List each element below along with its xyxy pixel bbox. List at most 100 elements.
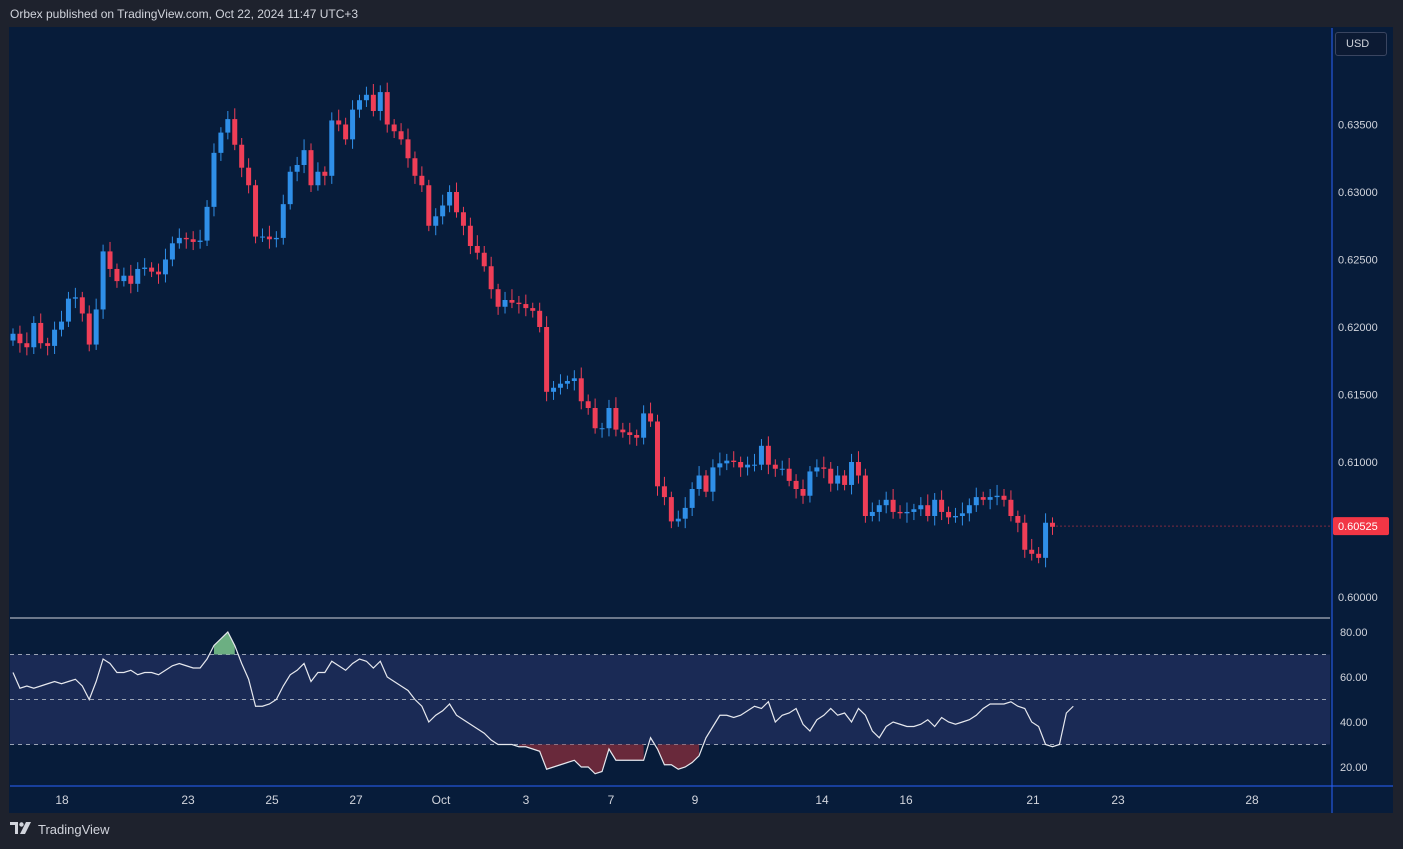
- rsi-line: [12, 631, 1074, 775]
- candle-body: [474, 246, 480, 253]
- candle-body: [564, 381, 570, 384]
- candle-body: [973, 497, 979, 506]
- candle-body: [835, 475, 841, 484]
- candle-body: [135, 268, 141, 284]
- candle-body: [121, 275, 127, 282]
- time-tick-label: 18: [55, 793, 69, 807]
- candle-body: [537, 310, 543, 327]
- candle-body: [890, 499, 896, 512]
- candle-body: [1036, 553, 1042, 558]
- candle-body: [259, 236, 265, 238]
- price-tick-label: 0.61500: [1338, 390, 1378, 402]
- candle-body: [384, 92, 390, 125]
- candle-body: [745, 464, 751, 468]
- candle-body: [149, 267, 155, 272]
- candle-body: [869, 511, 875, 516]
- candle-body: [239, 144, 245, 168]
- candle-body: [544, 327, 550, 392]
- candle-body: [821, 467, 827, 469]
- candle-body: [204, 206, 210, 241]
- candle-body: [779, 468, 785, 470]
- time-tick-label: 21: [1026, 793, 1040, 807]
- candle-body: [100, 251, 106, 310]
- candle-body: [627, 432, 633, 435]
- candle-body: [1029, 549, 1035, 554]
- candle-body: [426, 185, 432, 226]
- candle-body: [183, 237, 189, 240]
- candle-body: [419, 175, 425, 186]
- candle-body: [329, 120, 335, 176]
- currency-selector[interactable]: USD: [1335, 32, 1387, 56]
- candle-body: [897, 511, 903, 514]
- candle-body: [571, 378, 577, 381]
- candle-body: [1008, 499, 1014, 516]
- candle-body: [682, 507, 688, 519]
- candle-body: [904, 511, 910, 514]
- candle-body: [592, 408, 598, 429]
- candle-body: [322, 171, 328, 176]
- candle-body: [946, 511, 952, 518]
- time-tick-label: 16: [899, 793, 913, 807]
- candle-body: [405, 139, 411, 159]
- candle-body: [128, 275, 134, 284]
- candle-body: [467, 225, 473, 246]
- candle-body: [65, 298, 71, 322]
- time-tick-label: 23: [1111, 793, 1125, 807]
- footer: TradingView: [10, 822, 110, 837]
- candle-body: [814, 467, 820, 472]
- time-tick-label: 3: [523, 793, 530, 807]
- time-tick-label: 27: [349, 793, 363, 807]
- candle-body: [959, 513, 965, 516]
- candle-body: [738, 462, 744, 468]
- candle-body: [162, 259, 168, 275]
- candle-body: [855, 462, 861, 476]
- candle-body: [828, 468, 834, 484]
- candle-body: [59, 321, 65, 330]
- candle-body: [530, 308, 536, 311]
- candle-body: [648, 413, 654, 422]
- candle-body: [807, 471, 813, 496]
- price-tick-label: 0.61000: [1338, 457, 1378, 469]
- candle-body: [668, 497, 674, 522]
- candle-body: [717, 463, 723, 468]
- candle-body: [599, 428, 605, 430]
- candle-body: [1050, 522, 1055, 527]
- rsi-tick-label: 40.00: [1340, 717, 1368, 729]
- candle-body: [980, 497, 986, 500]
- candle-body: [52, 329, 58, 346]
- candle-body: [412, 158, 418, 176]
- candle-body: [93, 309, 99, 345]
- candle-body: [72, 297, 78, 299]
- candle-body: [932, 499, 938, 516]
- candle-body: [793, 480, 799, 489]
- candle-body: [169, 243, 175, 260]
- rsi-oversold-fill: [657, 744, 700, 770]
- candle-body: [689, 489, 695, 508]
- rsi-tick-label: 60.00: [1340, 672, 1368, 684]
- candle-body: [862, 475, 868, 516]
- candle-body: [675, 518, 681, 522]
- candle-body: [800, 489, 806, 496]
- rsi-oversold-fill: [518, 744, 644, 774]
- candle-body: [918, 505, 924, 510]
- candle-body: [772, 464, 778, 469]
- candle-body: [17, 333, 23, 344]
- candle-body: [925, 505, 931, 516]
- rsi-overbought-fill: [213, 632, 235, 655]
- candle-body: [225, 119, 231, 133]
- candle-body: [613, 408, 619, 430]
- candle-body: [710, 467, 716, 492]
- candle-body: [273, 237, 279, 240]
- candle-body: [433, 216, 439, 226]
- candle-body: [952, 516, 958, 518]
- candle-body: [495, 289, 501, 307]
- candle-body: [156, 271, 162, 275]
- candle-body: [45, 343, 51, 346]
- tradingview-logo-icon: [10, 822, 32, 837]
- candle-body: [246, 167, 252, 186]
- candle-body: [294, 165, 300, 172]
- candle-body: [488, 266, 494, 290]
- candle-body: [585, 401, 591, 408]
- candle-body: [509, 300, 515, 303]
